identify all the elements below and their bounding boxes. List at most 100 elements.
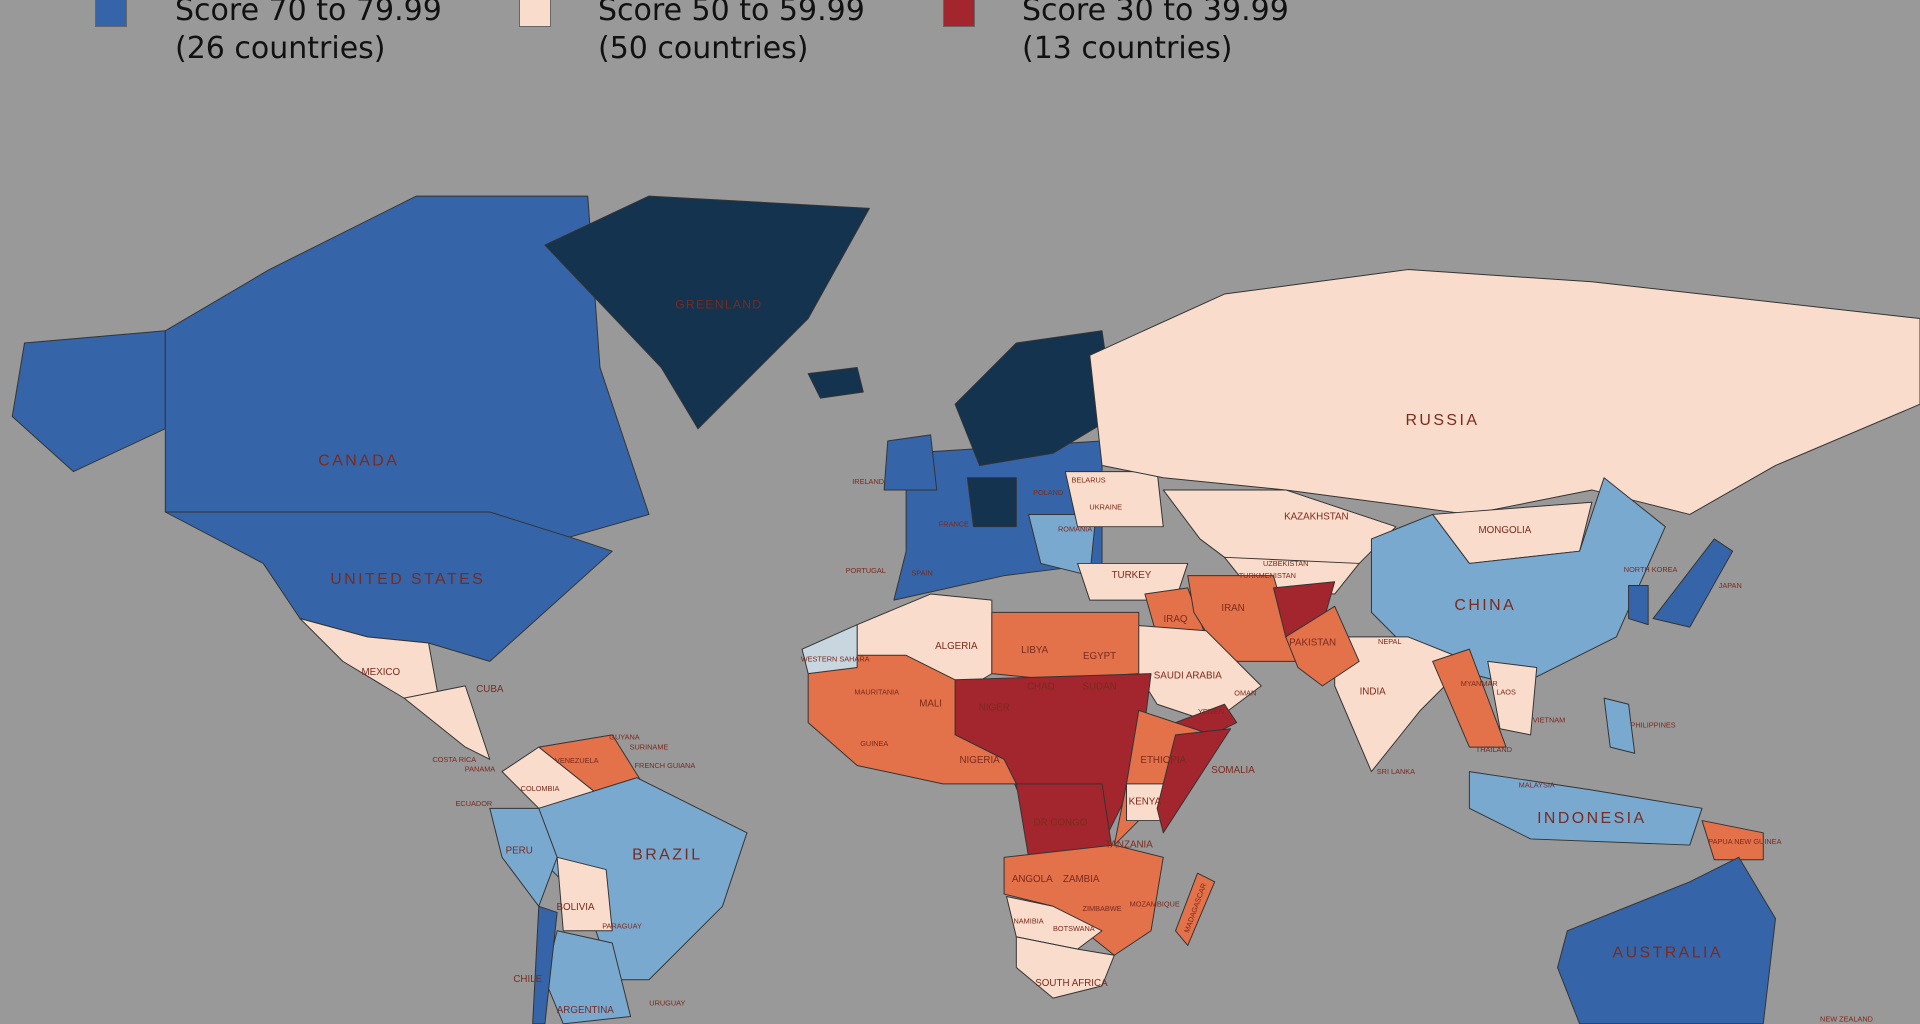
label-mali: MALI — [919, 699, 942, 710]
country-labels: GREENLAND CANADA UNITED STATES MEXICO BR… — [318, 298, 1873, 1024]
country-west-africa[interactable] — [807, 654, 1017, 785]
label-indonesia: INDONESIA — [1537, 810, 1647, 827]
country-west-sahara[interactable] — [801, 624, 858, 675]
label-romania: ROMANIA — [1058, 525, 1092, 534]
country-russia[interactable] — [1089, 269, 1920, 515]
label-new-zealand: NEW ZEALAND — [1820, 1014, 1873, 1023]
country-papua-new-guinea[interactable] — [1701, 820, 1764, 861]
country-south-africa[interactable] — [1015, 936, 1115, 999]
label-nepal: NEPAL — [1378, 637, 1402, 646]
country-south-korea[interactable] — [1628, 584, 1649, 626]
label-paraguay: PARAGUAY — [602, 921, 642, 930]
label-kazakhstan: KAZAKHSTAN — [1284, 511, 1349, 522]
country-ukraine[interactable] — [1064, 471, 1164, 528]
label-costa-rica: COSTA RICA — [432, 755, 476, 764]
country-philippines[interactable] — [1603, 697, 1636, 754]
label-mauritania: MAURITANIA — [854, 687, 899, 696]
country-united-states[interactable] — [164, 511, 613, 662]
label-mozambique: MOZAMBIQUE — [1130, 899, 1180, 908]
country-greenland[interactable] — [544, 195, 870, 430]
country-central-america[interactable] — [403, 685, 491, 760]
label-south-africa: SOUTH AFRICA — [1035, 978, 1108, 989]
country-japan[interactable] — [1652, 538, 1734, 628]
label-japan: JAPAN — [1719, 581, 1742, 590]
label-peru: PERU — [506, 846, 533, 857]
country-myanmar-thailand[interactable] — [1432, 648, 1507, 748]
country-uk[interactable] — [883, 434, 938, 491]
country-bolivia[interactable] — [556, 856, 613, 932]
label-india: INDIA — [1360, 686, 1387, 697]
label-libya: LIBYA — [1021, 645, 1048, 656]
label-mongolia: MONGOLIA — [1479, 525, 1532, 536]
country-madagascar[interactable] — [1175, 872, 1216, 946]
country-germany[interactable] — [966, 477, 1017, 528]
label-namibia: NAMIBIA — [1014, 916, 1044, 925]
label-zimbabwe: ZIMBABWE — [1082, 904, 1121, 913]
label-sudan: SUDAN — [1082, 682, 1116, 693]
label-ethiopia: ETHIOPIA — [1140, 755, 1186, 766]
label-chad: CHAD — [1027, 682, 1055, 693]
legend-swatch-50-59 — [519, 0, 551, 27]
label-greenland: GREENLAND — [675, 298, 762, 312]
label-botswana: BOTSWANA — [1053, 924, 1095, 933]
label-united-states: UNITED STATES — [330, 571, 485, 588]
label-poland: POLAND — [1033, 488, 1063, 497]
label-chile: CHILE — [513, 974, 542, 985]
legend-label-70-79: Score 70 to 79.99 (26 countries) — [175, 0, 442, 66]
label-china: CHINA — [1454, 597, 1516, 614]
country-indonesia[interactable] — [1468, 771, 1703, 846]
label-dr-congo: DR CONGO — [1034, 817, 1088, 828]
label-papua-new-guinea: PAPUA NEW GUINEA — [1708, 837, 1781, 846]
country-indochina[interactable] — [1487, 660, 1538, 736]
country-iceland[interactable] — [807, 367, 864, 399]
label-yemen: YEMEN — [1198, 707, 1224, 716]
legend-label-50-59: Score 50 to 59.99 (50 countries) — [598, 0, 865, 66]
label-malaysia: MALAYSIA — [1519, 781, 1555, 790]
label-western-sahara: WESTERN SAHARA — [801, 654, 870, 663]
label-ireland: IRELAND — [852, 477, 884, 486]
label-russia: RUSSIA — [1405, 412, 1479, 429]
country-brazil[interactable] — [538, 777, 748, 981]
country-namibia-botswana[interactable] — [1006, 896, 1103, 950]
country-southern-africa[interactable] — [1003, 844, 1164, 956]
label-guyana: GUYANA — [609, 733, 640, 742]
label-laos: LAOS — [1496, 687, 1516, 696]
label-angola: ANGOLA — [1012, 874, 1053, 885]
country-pakistan[interactable] — [1285, 605, 1360, 687]
label-algeria: ALGERIA — [935, 641, 978, 652]
label-oman: OMAN — [1234, 689, 1256, 698]
label-sri-lanka: SRI LANKA — [1377, 767, 1415, 776]
country-libya-egypt[interactable] — [991, 611, 1140, 681]
map-legend: Score 70 to 79.99 (26 countries) Score 5… — [0, 0, 1920, 90]
label-bolivia: BOLIVIA — [556, 902, 595, 913]
country-peru[interactable] — [489, 807, 558, 907]
label-saudi-arabia: SAUDI ARABIA — [1154, 671, 1222, 682]
label-suriname: SURINAME — [630, 743, 669, 752]
label-spain: SPAIN — [911, 569, 932, 578]
countries — [11, 195, 1920, 1024]
label-turkmenistan: TURKMENISTAN — [1239, 571, 1296, 580]
label-argentina: ARGENTINA — [557, 1005, 615, 1016]
label-egypt: EGYPT — [1083, 651, 1116, 662]
label-turkey: TURKEY — [1112, 570, 1152, 581]
label-guinea: GUINEA — [860, 739, 888, 748]
country-alaska[interactable] — [11, 330, 166, 473]
label-french-guiana: FRENCH GUIANA — [635, 761, 696, 770]
label-iran: IRAN — [1221, 603, 1244, 614]
label-colombia: COLOMBIA — [521, 784, 560, 793]
label-niger: NIGER — [979, 702, 1010, 713]
label-tanzania: TANZANIA — [1105, 840, 1153, 851]
label-kenya: KENYA — [1129, 797, 1162, 808]
label-uruguay: URUGUAY — [649, 998, 685, 1007]
label-cuba: CUBA — [476, 684, 504, 695]
country-somalia[interactable] — [1156, 728, 1232, 834]
legend-swatch-30-39 — [943, 0, 975, 27]
label-zambia: ZAMBIA — [1063, 874, 1100, 885]
label-brazil: BRAZIL — [632, 847, 702, 864]
label-myanmar: MYANMAR — [1461, 679, 1498, 688]
label-uzbekistan: UZBEKISTAN — [1263, 559, 1308, 568]
country-australia[interactable] — [1557, 856, 1777, 1024]
label-philippines: PHILIPPINES — [1630, 721, 1675, 730]
country-india[interactable] — [1334, 636, 1470, 773]
